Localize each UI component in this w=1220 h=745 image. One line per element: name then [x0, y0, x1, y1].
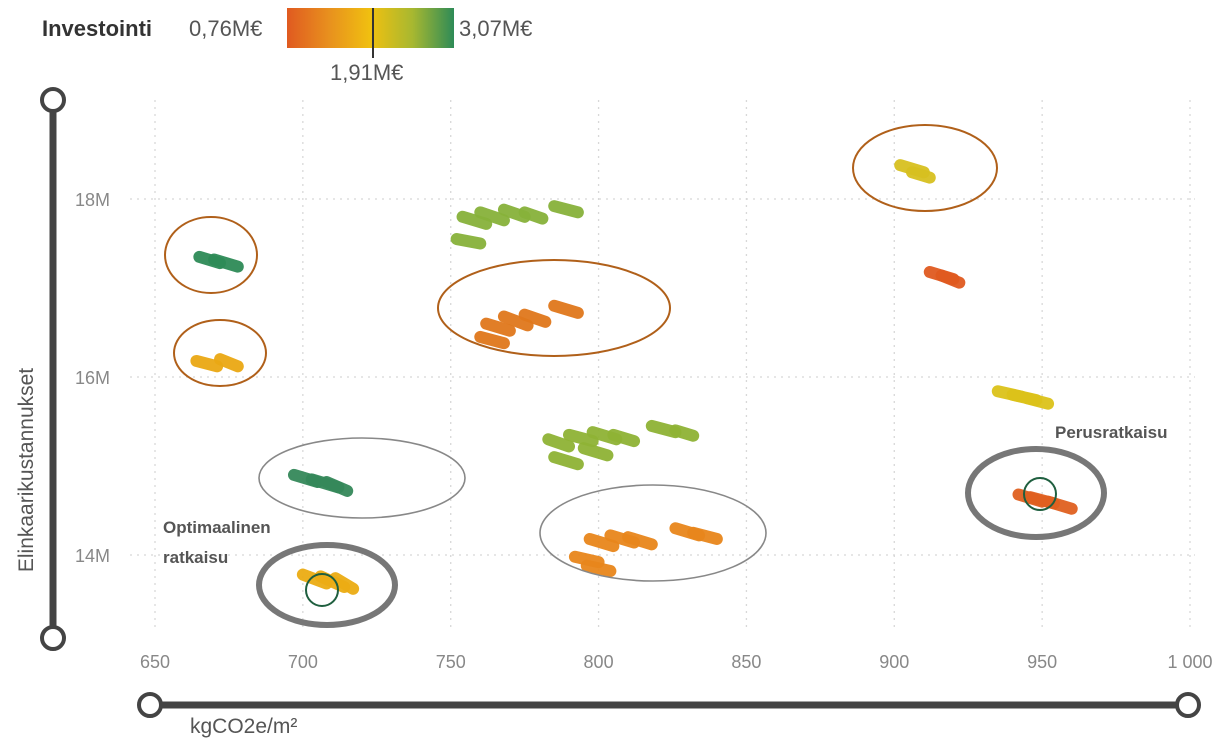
grid-lines [130, 100, 1195, 632]
cluster-11 [1012, 488, 1078, 515]
annotation-base: Perusratkaisu [1055, 423, 1167, 442]
legend-min-label: 0,76M€ [189, 16, 263, 41]
x-tick-labels: 650 700 750 800 850 900 950 1 000 [140, 652, 1213, 672]
data-point[interactable] [474, 330, 510, 350]
data-point[interactable] [456, 210, 493, 230]
cluster-5 [474, 299, 584, 350]
data-point[interactable] [474, 206, 510, 227]
highlight-ellipse [539, 484, 767, 582]
highlight-ellipses [164, 124, 1107, 628]
annotation-optimal-line2: ratkaisu [163, 548, 228, 567]
data-point[interactable] [568, 550, 605, 569]
data-point[interactable] [577, 442, 614, 462]
cluster-3 [296, 568, 360, 595]
x-tick-label: 850 [731, 652, 761, 672]
x-tick-label: 750 [436, 652, 466, 672]
legend-gradient-bar [287, 8, 454, 48]
x-tick-label: 900 [879, 652, 909, 672]
cluster-1 [190, 353, 244, 373]
cluster-0 [193, 250, 244, 273]
highlight-ellipse [437, 259, 671, 357]
x-range-slider[interactable] [137, 692, 1201, 718]
highlight-ellipse [1023, 477, 1057, 511]
data-point[interactable] [208, 253, 244, 273]
legend-mid-label: 1,91M€ [330, 60, 404, 85]
highlight-ellipse [965, 446, 1107, 540]
highlight-ellipse [256, 542, 398, 628]
x-tick-label: 800 [584, 652, 614, 672]
data-point[interactable] [450, 233, 487, 250]
data-point[interactable] [1021, 392, 1055, 410]
cluster-9 [923, 265, 966, 289]
data-point[interactable] [548, 200, 584, 219]
y-tick-label: 18M [75, 190, 110, 210]
data-points [190, 159, 1078, 595]
data-point[interactable] [580, 559, 617, 578]
annotation-optimal-line1: Optimaalinen [163, 518, 271, 537]
y-slider-bottom-handle[interactable] [40, 625, 66, 651]
data-point[interactable] [622, 531, 658, 551]
x-axis-label: kgCO2e/m² [190, 715, 298, 738]
data-point[interactable] [906, 166, 936, 184]
data-point[interactable] [518, 206, 549, 225]
data-point[interactable] [518, 308, 552, 328]
x-tick-label: 700 [288, 652, 318, 672]
data-point[interactable] [548, 299, 584, 319]
data-point[interactable] [320, 476, 354, 497]
y-tick-label: 16M [75, 368, 110, 388]
data-point[interactable] [329, 572, 360, 595]
x-slider-right-handle[interactable] [1175, 692, 1201, 718]
data-point[interactable] [607, 428, 641, 448]
legend-max-label: 3,07M€ [459, 16, 533, 41]
data-point[interactable] [935, 269, 966, 289]
data-point[interactable] [687, 526, 723, 545]
data-point[interactable] [542, 433, 575, 453]
y-slider-top-handle[interactable] [40, 87, 66, 113]
y-range-slider[interactable] [40, 87, 66, 651]
highlight-ellipse [164, 216, 258, 294]
y-tick-labels: 14M 16M 18M [75, 190, 110, 566]
x-tick-label: 950 [1027, 652, 1057, 672]
highlight-ellipse [852, 124, 998, 212]
cluster-8 [894, 159, 936, 184]
legend-title: Investointi [42, 16, 153, 41]
data-point[interactable] [214, 353, 244, 373]
x-tick-label: 1 000 [1167, 652, 1212, 672]
data-point[interactable] [480, 317, 516, 337]
data-point[interactable] [669, 424, 700, 442]
data-point[interactable] [563, 428, 599, 448]
highlight-ellipse [173, 319, 267, 387]
y-tick-label: 14M [75, 546, 110, 566]
data-point[interactable] [583, 532, 620, 553]
highlight-ellipse [258, 437, 466, 519]
cluster-2 [287, 468, 354, 497]
cluster-4 [450, 200, 584, 250]
data-point[interactable] [1042, 495, 1078, 515]
x-slider-left-handle[interactable] [137, 692, 163, 718]
x-tick-label: 650 [140, 652, 170, 672]
highlight-ellipse [305, 573, 339, 607]
cluster-6 [542, 419, 700, 471]
data-point[interactable] [497, 310, 534, 332]
legend-mid-marker [372, 8, 374, 58]
data-point[interactable] [190, 354, 224, 373]
data-point[interactable] [548, 451, 584, 471]
cluster-10 [991, 385, 1055, 410]
cluster-7 [568, 522, 723, 578]
